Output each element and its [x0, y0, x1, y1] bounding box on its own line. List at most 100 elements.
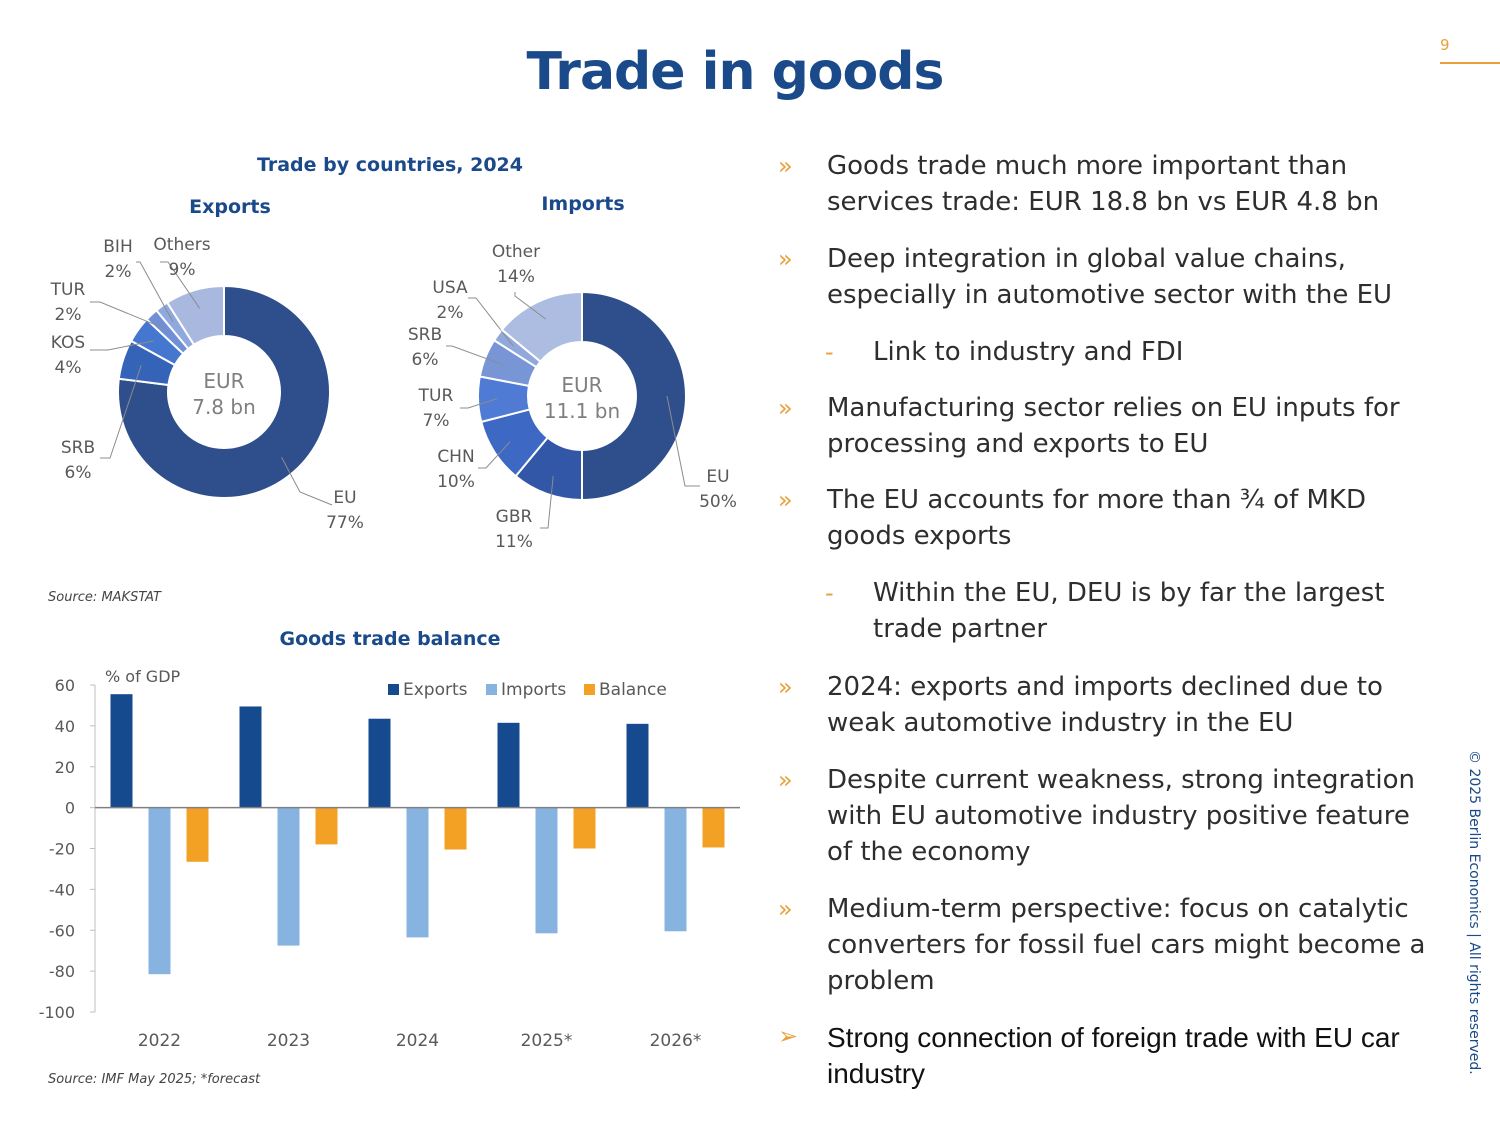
slice-label: Others	[153, 235, 210, 255]
arrow-icon: ➢	[778, 1022, 799, 1050]
donut-section-title: Trade by countries, 2024	[256, 154, 523, 176]
bar-balance	[702, 807, 725, 848]
bar-balance	[444, 807, 467, 850]
y-tick-label: -20	[49, 840, 75, 859]
x-tick-label: 2023	[267, 1031, 310, 1051]
bullet-marker: -	[825, 338, 834, 366]
bullet-text: Link to industry and FDI	[873, 337, 1184, 367]
legend-label: Imports	[501, 680, 566, 700]
slice-label: TUR	[50, 280, 86, 300]
bar-imports	[406, 807, 429, 938]
y-axis-label: % of GDP	[105, 667, 181, 686]
bullet-text: Deep integration in global value chains,…	[827, 244, 1393, 310]
slice-value-label: 2%	[105, 262, 132, 282]
slice-value-label: 14%	[497, 267, 535, 287]
slice-value-label: 50%	[699, 492, 737, 512]
y-tick-label: 60	[55, 676, 75, 695]
page-number: 9	[1440, 36, 1450, 54]
bullet-marker: -	[825, 579, 834, 607]
copyright-text: © 2025 Berlin Economics | All rights res…	[1466, 750, 1482, 1075]
donut-charts: EU77%SRB6%KOS4%TUR2%BIH2%Others9%EUR7.8 …	[50, 235, 737, 552]
bullet-marker: »	[778, 486, 793, 514]
conclusion-text: Strong connection of foreign trade with …	[827, 1022, 1400, 1089]
slice-value-label: 4%	[55, 358, 82, 378]
slice-value-label: 7%	[423, 411, 450, 431]
bullet-marker: »	[778, 766, 793, 794]
y-tick-label: -100	[39, 1003, 75, 1022]
imports-donut-title: Imports	[541, 193, 625, 215]
x-tick-label: 2022	[138, 1031, 181, 1051]
slice-label: BIH	[103, 237, 132, 257]
legend-label: Balance	[599, 680, 667, 700]
x-tick-label: 2026*	[650, 1031, 702, 1051]
donut-slice-eu	[117, 284, 331, 499]
legend-swatch-exports	[388, 684, 399, 695]
slice-label: KOS	[51, 333, 85, 353]
bullet-text: 2024: exports and imports declined due t…	[827, 672, 1383, 738]
y-tick-label: -80	[49, 962, 75, 981]
donut-center-label: EUR	[203, 369, 244, 393]
leader-line	[478, 441, 511, 469]
leader-line	[281, 457, 333, 506]
leader-line	[446, 345, 504, 366]
page-title: Trade in goods	[526, 42, 945, 102]
bullet-text: Within the EU, DEU is by far the largest…	[873, 578, 1385, 644]
slice-label: GBR	[496, 507, 533, 527]
bar-exports	[368, 718, 391, 808]
bullet-marker: »	[778, 245, 793, 273]
bar-source: Source: IMF May 2025; *forecast	[48, 1072, 261, 1087]
y-tick-label: 0	[65, 799, 75, 818]
slice-value-label: 6%	[65, 463, 92, 483]
slice-value-label: 10%	[437, 472, 475, 492]
bar-exports	[497, 722, 520, 808]
leader-line	[540, 475, 554, 529]
bullet-marker: »	[778, 673, 793, 701]
slice-value-label: 9%	[169, 260, 196, 280]
bullet-text: The EU accounts for more than ¾ of MKD g…	[827, 485, 1367, 551]
leader-line	[514, 292, 547, 320]
donut-slice-eu	[581, 290, 687, 502]
bar-imports	[277, 807, 300, 946]
legend-swatch-balance	[584, 684, 595, 695]
bar-imports	[664, 807, 687, 932]
bullet-text: Medium-term perspective: focus on cataly…	[827, 894, 1426, 996]
slice-value-label: 2%	[437, 303, 464, 323]
leader-line	[90, 340, 154, 351]
x-tick-label: 2024	[396, 1031, 439, 1051]
copyright-notice: © 2025 Berlin Economics | All rights res…	[1462, 750, 1490, 1075]
bullet-marker: »	[778, 152, 793, 180]
page-number-rule	[1440, 62, 1500, 64]
bar-exports	[110, 694, 133, 808]
leader-line	[160, 261, 201, 309]
donut-center-value: 11.1 bn	[544, 399, 620, 423]
bar-balance	[315, 807, 338, 845]
y-tick-label: -40	[49, 880, 75, 899]
donut-center-value: 7.8 bn	[192, 395, 256, 419]
legend-swatch-imports	[486, 684, 497, 695]
y-tick-label: 20	[55, 758, 75, 777]
exports-donut-title: Exports	[189, 196, 271, 218]
leader-line	[666, 395, 700, 487]
bar-exports	[626, 723, 649, 808]
bar-chart-title: Goods trade balance	[279, 628, 501, 650]
bar-imports	[535, 807, 558, 934]
leader-line	[90, 301, 165, 330]
donut-slice-other	[500, 290, 583, 363]
slice-label: TUR	[418, 386, 454, 406]
bar-balance	[573, 807, 596, 849]
leader-line	[100, 364, 142, 459]
slice-value-label: 6%	[412, 350, 439, 370]
bullet-text: Manufacturing sector relies on EU inputs…	[827, 393, 1400, 459]
y-tick-label: -60	[49, 921, 75, 940]
bar-balance	[186, 807, 209, 862]
bullet-marker: »	[778, 394, 793, 422]
bullet-text: Despite current weakness, strong integra…	[827, 765, 1415, 867]
slice-label: USA	[432, 278, 468, 298]
bullet-marker: »	[778, 895, 793, 923]
slice-label: CHN	[437, 447, 474, 467]
bar-imports	[148, 807, 171, 975]
slice-label: EU	[333, 488, 356, 508]
y-tick-label: 40	[55, 717, 75, 736]
slice-value-label: 11%	[495, 532, 533, 552]
bar-exports	[239, 706, 262, 808]
